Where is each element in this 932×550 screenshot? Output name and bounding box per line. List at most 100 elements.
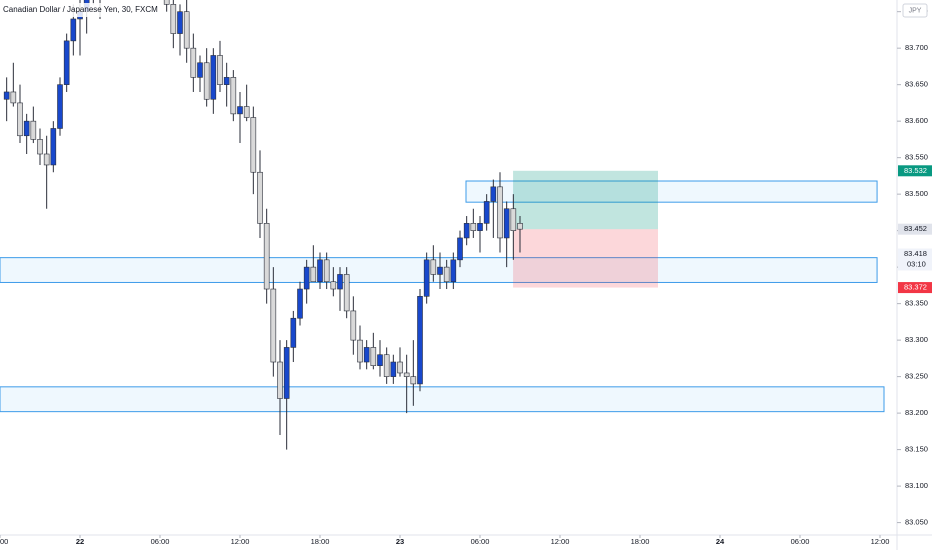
candle-body [417, 296, 423, 385]
candle-body [43, 153, 50, 166]
x-tick-label: 24 [716, 537, 725, 546]
candle-body [443, 266, 450, 283]
y-tick-label: 83.700 [905, 43, 928, 52]
candle-body [70, 18, 77, 42]
candle-body [323, 259, 330, 283]
candle-body [17, 102, 23, 137]
candle-body [397, 361, 403, 374]
y-tick-label: 83.100 [905, 481, 928, 490]
candle-body [263, 223, 270, 290]
candle-body [303, 266, 310, 290]
candle-body [290, 317, 297, 348]
candle-body [243, 106, 250, 118]
x-tick-label: 00 [0, 537, 8, 546]
candle-body [510, 208, 517, 231]
candle-body [23, 120, 30, 137]
price-label-bg [898, 248, 932, 271]
candle-body [63, 40, 70, 85]
plot-area [0, 0, 885, 450]
candle-body [330, 281, 337, 290]
candle-body [490, 186, 497, 202]
candle-body [190, 47, 197, 78]
candle-body [283, 347, 290, 399]
candle-body [277, 361, 283, 399]
candle-body [170, 4, 177, 34]
candle-body [430, 259, 437, 275]
candle-body [183, 11, 190, 49]
candle-body [343, 274, 350, 312]
price-label: 83.418 [904, 249, 927, 258]
price-label: 83.452 [904, 224, 927, 233]
y-tick-label: 83.350 [905, 299, 928, 308]
candle-body [403, 372, 410, 377]
candle-body [230, 77, 237, 115]
candle-body [203, 62, 210, 100]
x-tick-label: 12:00 [871, 537, 890, 546]
x-tick-label: 12:00 [551, 537, 570, 546]
price-label-bg [898, 282, 932, 294]
y-tick-label: 83.150 [905, 445, 928, 454]
zone [0, 257, 878, 283]
chart-title: Canadian Dollar / Japanese Yen, 30, FXCM [3, 5, 158, 14]
candle-body [423, 259, 430, 297]
candle-body [37, 139, 43, 155]
candle-body [450, 259, 457, 283]
x-tick-label: 23 [396, 537, 404, 546]
axes: 83.050 83.100 83.150 83.200 83.250 83.300 83.3… [0, 7, 932, 546]
y-tick-label: 83.200 [905, 408, 928, 417]
y-tick-label: 83.300 [905, 335, 928, 344]
candle-body [363, 347, 370, 363]
candle-body [197, 62, 203, 78]
candle-body [297, 288, 303, 319]
candle-body [270, 288, 277, 363]
x-tick-label: 06:00 [471, 537, 490, 546]
candle-body [163, 0, 170, 5]
title-bg [0, 3, 152, 17]
price-label: 83.532 [904, 166, 927, 175]
y-tick-label: 83.650 [905, 80, 928, 89]
candle-body [383, 354, 390, 377]
stop-area [513, 229, 658, 288]
price-label: 83.372 [904, 283, 927, 292]
candle-body [470, 223, 477, 231]
candle-body [437, 266, 443, 275]
x-tick-label: 12:00 [231, 537, 250, 546]
zone [0, 386, 885, 413]
candle-body [370, 347, 377, 366]
candle-body [390, 361, 397, 377]
candle-body [410, 376, 417, 385]
y-tick-label: 83.050 [905, 518, 928, 527]
candle-body [357, 339, 363, 363]
x-tick-label: 06:00 [151, 537, 170, 546]
candle-body [310, 266, 317, 283]
countdown: 03:10 [907, 259, 926, 268]
candle-body [503, 208, 510, 239]
candle-body [337, 274, 343, 290]
y-tick-label: 83.500 [905, 189, 928, 198]
price-label-bg [898, 165, 932, 177]
candle-body [350, 310, 357, 341]
candle-body [517, 223, 523, 230]
candle-body [257, 171, 263, 224]
x-tick-label: 22 [76, 537, 84, 546]
currency[interactable]: JPY [909, 7, 922, 14]
candle-body [57, 84, 63, 129]
x-tick-label: 06:00 [791, 537, 810, 546]
zone [465, 180, 878, 203]
y-tick-label: 83.600 [905, 116, 928, 125]
candle-body [3, 91, 10, 100]
candle-body [30, 120, 37, 140]
candle-body [177, 11, 183, 34]
candle-body [463, 223, 470, 239]
y-tick-label: 83.250 [905, 372, 928, 381]
target-area [513, 170, 658, 230]
x-tick-label: 18:00 [311, 537, 330, 546]
currency-badge[interactable] [902, 3, 928, 18]
candle-body [483, 201, 490, 224]
price-label-bg [898, 223, 932, 235]
candle-body [377, 354, 383, 366]
candle-body [10, 91, 17, 104]
